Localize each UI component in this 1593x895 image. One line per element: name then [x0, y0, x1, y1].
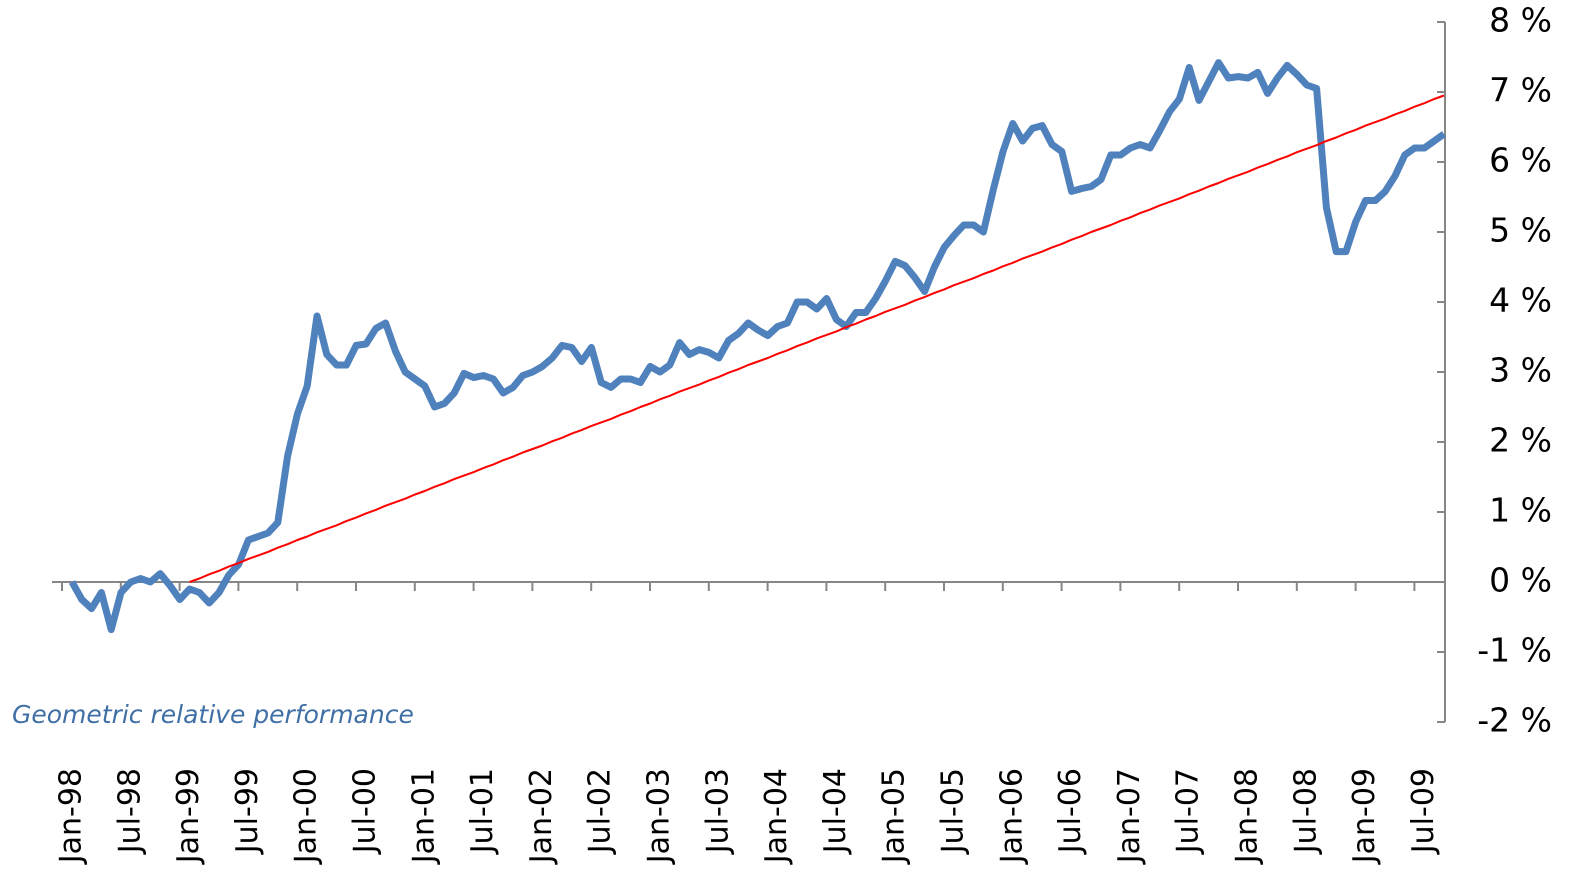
y-tick-label: 0 % [1489, 561, 1552, 600]
x-tick-label: Jan-08 [1230, 768, 1265, 865]
y-tick-label: 3 % [1489, 351, 1552, 390]
x-tick-label: Jan-03 [642, 768, 677, 865]
x-tick-label: Jan-06 [994, 768, 1029, 865]
x-tick-label: Jul-08 [1288, 768, 1323, 855]
y-tick-label: 1 % [1489, 491, 1552, 530]
x-tick-label: Jul-04 [818, 768, 853, 855]
x-tick-label: Jul-01 [465, 768, 500, 855]
x-tick-label: Jul-98 [112, 768, 147, 855]
x-tick-label: Jul-09 [1406, 768, 1441, 855]
x-tick-label: Jul-07 [1171, 768, 1206, 855]
x-tick-label: Jul-05 [936, 768, 971, 855]
x-tick-label: Jan-00 [289, 768, 324, 865]
y-tick-label: 2 % [1489, 421, 1552, 460]
x-tick-label: Jan-99 [171, 768, 206, 865]
x-tick-label: Jan-05 [877, 768, 912, 865]
x-tick-label: Jan-02 [524, 768, 559, 865]
y-tick-label: 6 % [1489, 141, 1552, 180]
y-tick-label: 5 % [1489, 211, 1552, 250]
y-tick-label: 7 % [1489, 71, 1552, 110]
x-tick-label: Jan-07 [1112, 768, 1147, 865]
y-tick-label: 8 % [1489, 1, 1552, 40]
x-tick-label: Jul-02 [583, 768, 618, 855]
x-tick-label: Jan-04 [759, 768, 794, 865]
x-tick-label: Jul-06 [1053, 768, 1088, 855]
y-tick-label: -1 % [1477, 631, 1552, 670]
x-tick-label: Jul-00 [348, 768, 383, 855]
x-tick-label: Jul-03 [700, 768, 735, 855]
performance-line [68, 59, 1447, 634]
y-tick-label: 4 % [1489, 281, 1552, 320]
x-tick-label: Jan-01 [406, 768, 441, 865]
y-tick-label: -2 % [1477, 701, 1552, 740]
x-tick-label: Jan-09 [1347, 768, 1382, 865]
x-tick-label: Jul-99 [230, 768, 265, 855]
trend-line [189, 94, 1445, 583]
series-label: Geometric relative performance [12, 700, 414, 729]
x-tick-label: Jan-98 [54, 768, 89, 865]
